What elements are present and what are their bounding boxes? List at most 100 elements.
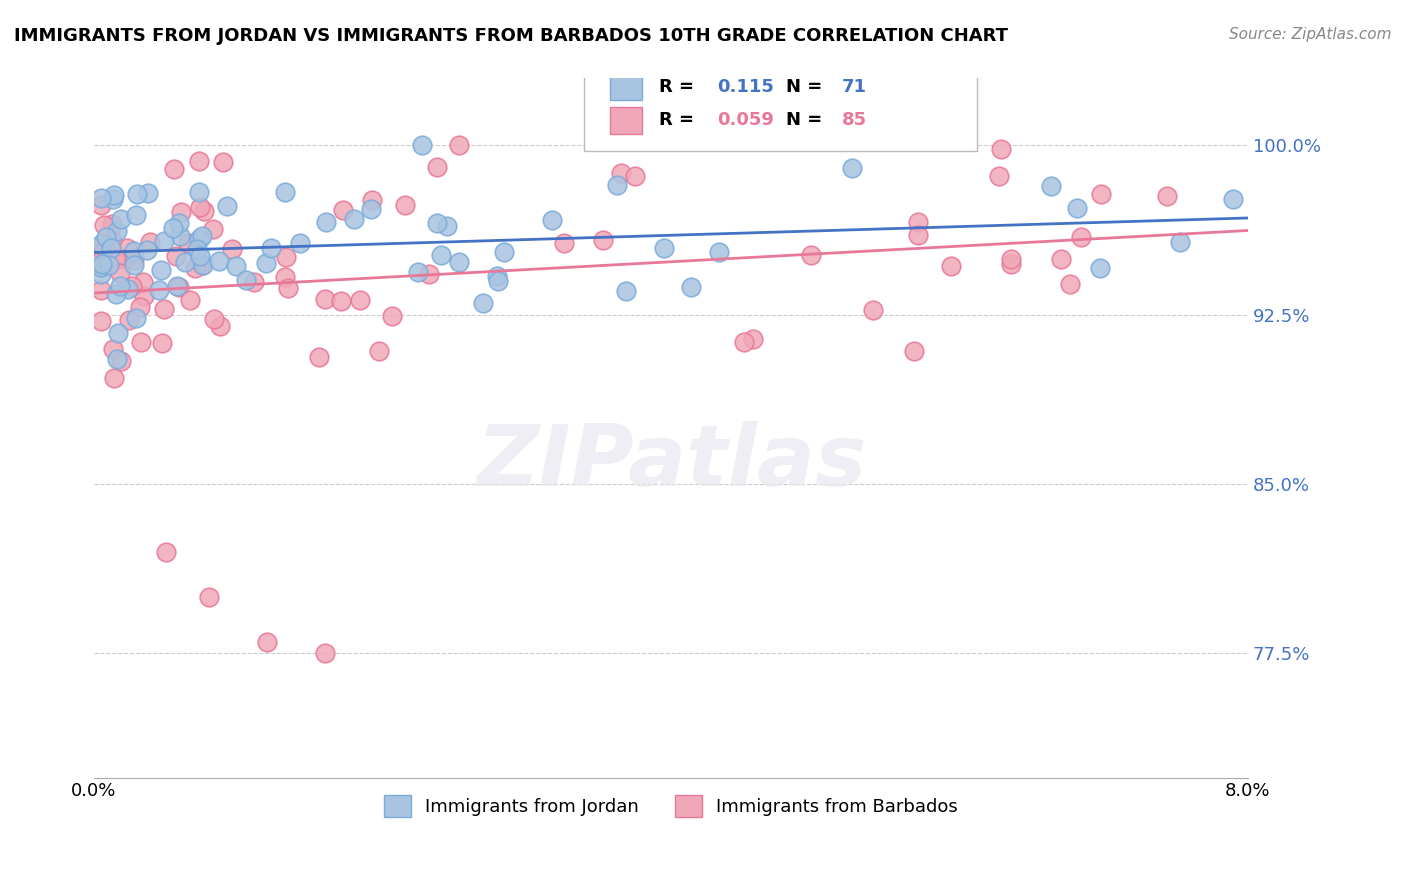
Text: R =: R = xyxy=(659,112,700,129)
Point xyxy=(125,311,148,326)
Point xyxy=(707,244,730,259)
Point xyxy=(129,300,152,314)
Point xyxy=(406,265,429,279)
FancyBboxPatch shape xyxy=(610,73,643,100)
Point xyxy=(155,545,177,559)
Text: 85: 85 xyxy=(842,112,866,129)
Point xyxy=(188,249,211,263)
Point xyxy=(592,233,614,247)
Point xyxy=(167,216,190,230)
Text: N =: N = xyxy=(786,78,828,95)
Text: ZIPatlas: ZIPatlas xyxy=(475,421,866,504)
FancyBboxPatch shape xyxy=(610,107,643,134)
Point xyxy=(430,248,453,262)
Point xyxy=(165,249,187,263)
Point xyxy=(1088,261,1111,276)
Point xyxy=(332,202,354,217)
Point xyxy=(148,283,170,297)
Point xyxy=(553,235,575,250)
Point xyxy=(183,261,205,276)
Point xyxy=(188,232,211,246)
Point xyxy=(288,236,311,251)
Point xyxy=(110,354,132,368)
Point xyxy=(108,279,131,293)
Point xyxy=(125,186,148,201)
Point xyxy=(941,260,963,274)
Text: Source: ZipAtlas.com: Source: ZipAtlas.com xyxy=(1229,27,1392,42)
Point xyxy=(105,224,128,238)
Point xyxy=(1000,256,1022,270)
Point xyxy=(733,334,755,349)
Text: N =: N = xyxy=(786,112,828,129)
Point xyxy=(1222,193,1244,207)
Point xyxy=(121,279,143,293)
Point xyxy=(114,252,136,266)
Point xyxy=(115,242,138,256)
FancyBboxPatch shape xyxy=(585,56,977,151)
Point xyxy=(132,275,155,289)
Point xyxy=(107,326,129,340)
Point xyxy=(394,198,416,212)
Text: 71: 71 xyxy=(842,78,866,95)
Point xyxy=(1168,235,1191,249)
Point xyxy=(90,260,112,274)
Point xyxy=(139,235,162,249)
Point xyxy=(163,162,186,177)
Point xyxy=(118,313,141,327)
Point xyxy=(122,253,145,268)
Point xyxy=(108,266,131,280)
Point xyxy=(134,289,156,303)
Point xyxy=(103,192,125,206)
Point xyxy=(624,169,647,184)
Point xyxy=(436,219,458,234)
Text: 0.115: 0.115 xyxy=(717,78,773,95)
Point xyxy=(91,244,114,259)
Point xyxy=(100,217,122,231)
Point xyxy=(162,221,184,235)
Point xyxy=(273,185,295,199)
Text: R =: R = xyxy=(659,78,700,95)
Point xyxy=(1090,187,1112,202)
Point xyxy=(110,212,132,227)
Point xyxy=(1000,252,1022,267)
Point xyxy=(186,242,208,256)
Point xyxy=(235,273,257,287)
Point xyxy=(90,284,112,298)
Point xyxy=(90,260,112,274)
Point xyxy=(486,274,509,288)
Point xyxy=(800,248,823,262)
Point xyxy=(90,198,112,212)
Point xyxy=(907,215,929,229)
Point xyxy=(349,293,371,308)
Point xyxy=(179,293,201,307)
Point xyxy=(1066,201,1088,215)
Point xyxy=(903,344,925,359)
Point xyxy=(614,285,637,299)
Point xyxy=(418,267,440,281)
Point xyxy=(212,154,235,169)
Point xyxy=(274,270,297,285)
Point xyxy=(841,161,863,175)
Point xyxy=(201,221,224,235)
Point xyxy=(177,235,200,250)
Legend: Immigrants from Jordan, Immigrants from Barbados: Immigrants from Jordan, Immigrants from … xyxy=(377,788,966,824)
Point xyxy=(990,143,1012,157)
Point xyxy=(907,227,929,242)
Point xyxy=(606,178,628,193)
Point xyxy=(215,199,238,213)
Point xyxy=(190,200,212,214)
Point xyxy=(193,204,215,219)
Point xyxy=(411,138,433,153)
Point xyxy=(225,259,247,273)
Point xyxy=(90,236,112,251)
Point xyxy=(260,241,283,255)
Point xyxy=(94,230,117,244)
Point xyxy=(1070,230,1092,244)
Point xyxy=(191,258,214,272)
Point xyxy=(485,269,508,284)
Point xyxy=(191,258,214,272)
Point xyxy=(314,646,336,660)
Point xyxy=(149,263,172,277)
Point xyxy=(188,256,211,270)
Point xyxy=(314,292,336,306)
